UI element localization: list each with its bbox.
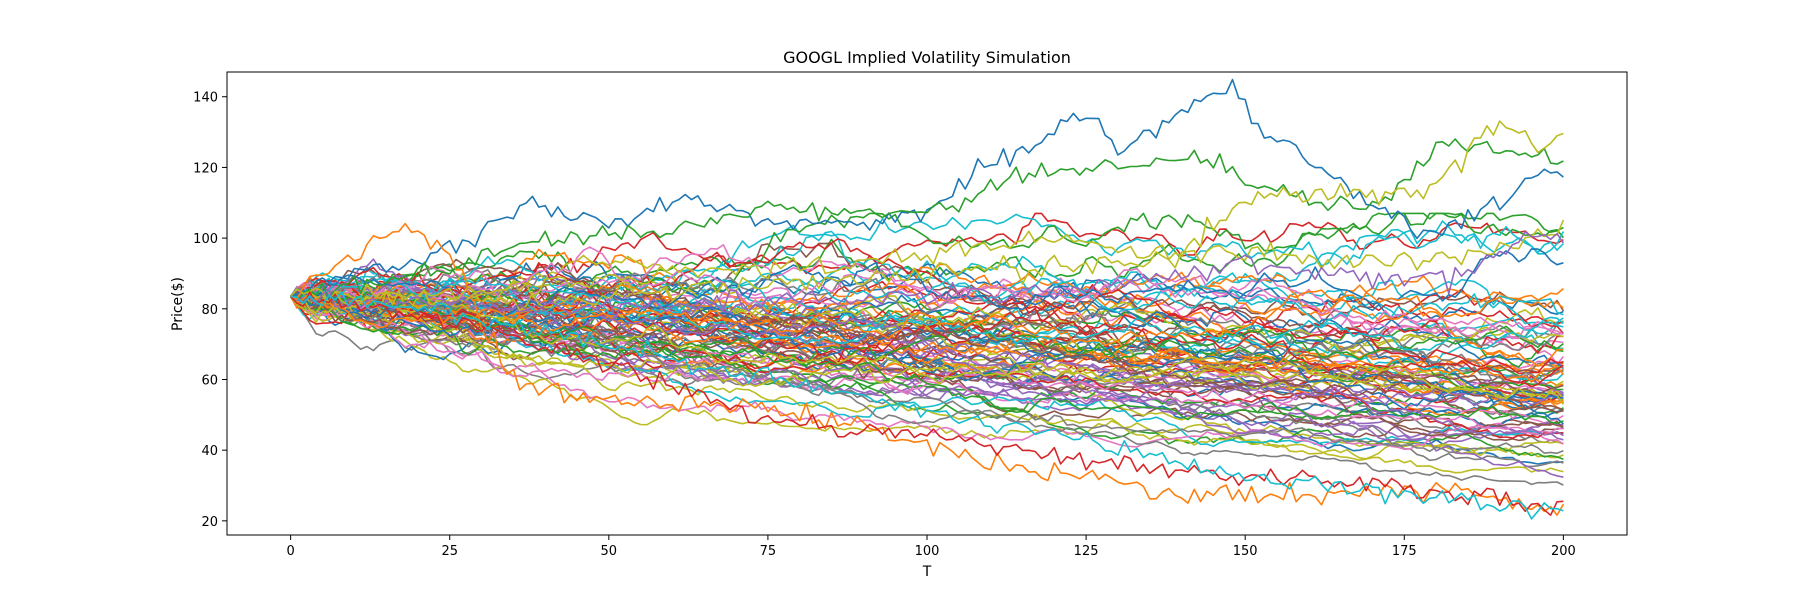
simulation-path [290,295,1564,451]
y-tick-label: 120 [193,161,218,176]
simulation-path [290,276,1564,486]
x-tick-label: 125 [1074,544,1099,559]
y-axis-label: Price($) [170,277,186,331]
x-tick-label: 0 [286,544,294,559]
simulation-path [289,295,1564,385]
simulation-path [290,212,1565,307]
simulation-path [290,138,1564,300]
simulation-path [289,78,1564,297]
simulation-path [290,288,1564,460]
simulation-path [290,290,1564,520]
simulation-path [290,246,1564,340]
simulation-path [290,281,1564,403]
x-tick-label: 50 [601,544,618,559]
simulation-path [290,212,1564,303]
simulation-path [290,276,1564,352]
x-tick-label: 150 [1233,544,1258,559]
simulation-path [290,287,1564,347]
x-tick-label: 200 [1551,544,1576,559]
x-tick-label: 75 [760,544,777,559]
simulation-path [290,295,1564,439]
simulation-path [290,255,1564,328]
y-tick-label: 40 [201,444,218,459]
plot-area [289,78,1565,520]
y-axis: 20 40 60 80 100 120 140 [193,91,227,530]
x-tick-label: 175 [1392,544,1417,559]
simulation-path [289,238,1564,375]
x-axis-label: T [922,564,932,580]
simulation-path [290,279,1564,397]
simulation-path [290,288,1565,440]
simulation-path [289,291,1565,405]
simulation-path [290,295,1564,400]
y-tick-label: 140 [193,91,218,106]
simulation-path [289,219,1565,312]
y-tick-label: 80 [201,303,218,318]
y-tick-label: 100 [193,232,218,247]
simulation-path [289,120,1564,306]
x-tick-label: 25 [441,544,458,559]
y-tick-label: 60 [201,373,218,388]
axes-frame [226,71,1628,536]
simulation-path [290,291,1564,517]
simulation-path [290,212,1564,312]
simulation-path [290,293,1564,425]
simulation-path [290,231,1565,320]
x-axis: 0 25 50 75 100 125 150 175 200 [286,535,1576,559]
chart-title: GOOGL Implied Volatility Simulation [783,48,1071,67]
simulation-path [290,288,1564,368]
y-tick-label: 20 [201,515,218,530]
x-tick-label: 100 [915,544,940,559]
simulation-path [290,258,1564,437]
simulation-path [289,263,1564,401]
